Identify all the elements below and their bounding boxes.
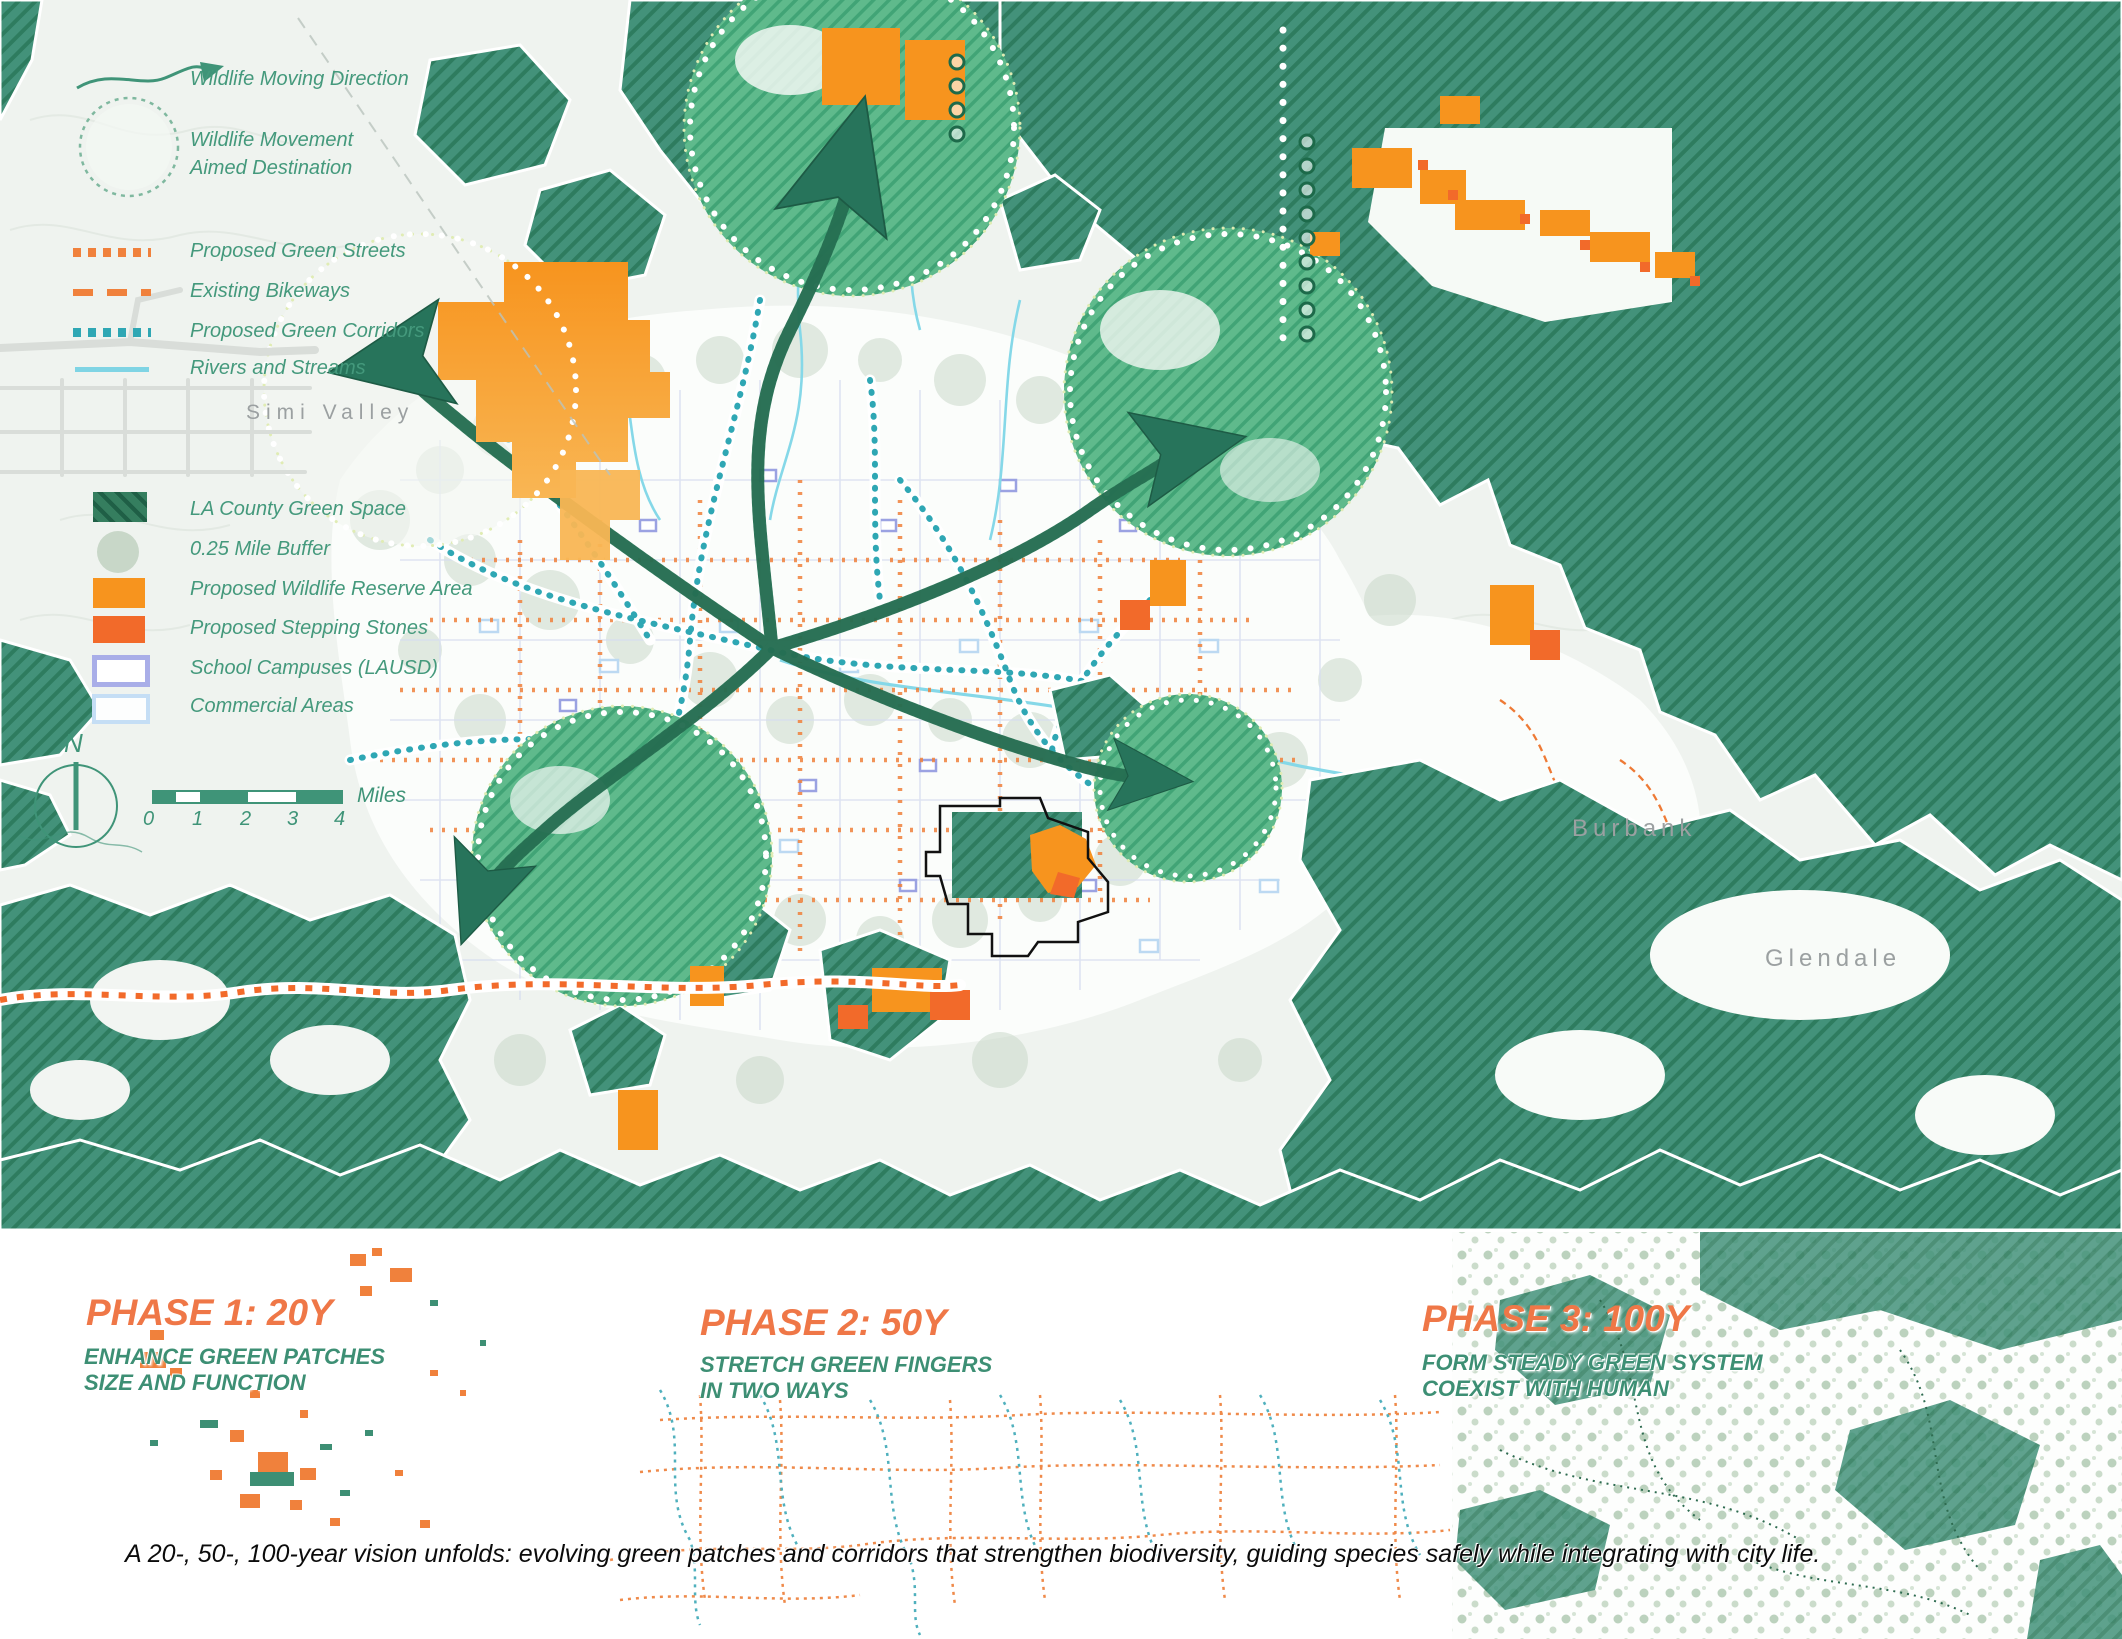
scale-tick-3: 3 <box>287 808 299 830</box>
north-arrow <box>19 762 143 853</box>
phase2-title: PHASE 2: 50Y <box>700 1302 947 1343</box>
phase3-subtitle: FORM STEADY GREEN SYSTEM COEXIST WITH HU… <box>1422 1350 1763 1402</box>
scale-tick-0: 0 <box>143 808 155 830</box>
arrow-southwest <box>453 834 538 947</box>
dotted-trails <box>0 26 1316 1006</box>
downtown-core <box>924 796 1110 958</box>
legend-wildlife-direction-label: Wildlife Moving Direction <box>190 68 409 90</box>
destination-circle-right <box>1062 226 1394 558</box>
legend-reserve-label: Proposed Wildlife Reserve Area <box>190 578 473 600</box>
boundary-dashed-line <box>297 17 611 476</box>
commercial-swatch <box>92 694 150 724</box>
phase2-subtitle: STRETCH GREEN FINGERS IN TWO WAYS <box>700 1352 992 1404</box>
arrow-west <box>326 297 459 405</box>
legend-wildlife-destination-line1: Wildlife Movement <box>190 129 354 151</box>
label-burbank: Burbank <box>1572 815 1697 842</box>
direction-arrow-swatch <box>76 65 209 90</box>
reserve-swatch <box>93 578 145 608</box>
legend-green-corridors-label: Proposed Green Corridors <box>190 320 425 342</box>
scale-bar <box>152 790 343 804</box>
phase3-minimap <box>1452 1232 2122 1639</box>
simi-valley-roads <box>0 287 319 477</box>
north-label: N <box>64 728 83 758</box>
green-streets-swatch <box>73 248 151 257</box>
bikeways-swatch <box>73 289 151 296</box>
destination-ring-left <box>261 231 579 549</box>
school-swatch <box>92 655 150 687</box>
phase2-subtitle-line2: IN TWO WAYS <box>700 1378 849 1403</box>
label-glendale: Glendale <box>1765 945 1902 972</box>
legend-green-space-label: LA County Green Space <box>190 498 407 520</box>
phase1-title: PHASE 1: 20Y <box>86 1292 333 1333</box>
green-corridors-swatch <box>73 328 151 337</box>
phase1-subtitle: ENHANCE GREEN PATCHES SIZE AND FUNCTION <box>84 1344 385 1396</box>
phase1-subtitle-line1: ENHANCE GREEN PATCHES <box>84 1344 386 1369</box>
scale-unit-label: Miles <box>357 784 407 807</box>
phase2-subtitle-line1: STRETCH GREEN FINGERS <box>700 1352 993 1377</box>
legend-wildlife-destination-label: Wildlife Movement Aimed Destination <box>190 126 353 182</box>
scale-tick-2: 2 <box>240 808 252 830</box>
scale-tick-4: 4 <box>334 808 346 830</box>
phase3-subtitle-line2: COEXIST WITH HUMAN <box>1422 1376 1669 1401</box>
legend-bikeways-label: Existing Bikeways <box>190 280 351 302</box>
buffer-swatch <box>97 531 139 573</box>
stepping-stones-swatch <box>93 616 145 643</box>
forest-pockets <box>30 128 2055 1155</box>
legend-rivers-label: Rivers and Streams <box>190 357 366 379</box>
legend-school-label: School Campuses (LAUSD) <box>190 657 438 679</box>
green-space-swatch <box>93 492 147 522</box>
vision-caption: A 20-, 50-, 100-year vision unfolds: evo… <box>125 1540 1821 1568</box>
destination-circle-swatch <box>78 96 180 198</box>
legend-buffer-label: 0.25 Mile Buffer <box>190 538 331 560</box>
legend-green-streets-label: Proposed Green Streets <box>190 240 406 262</box>
legend-commercial-label: Commercial Areas <box>190 695 354 717</box>
destination-circle-bottom <box>470 704 774 1008</box>
scale-tick-1: 1 <box>192 808 204 830</box>
label-simi-valley: Simi Valley <box>246 401 415 424</box>
rivers-swatch <box>75 367 149 372</box>
phase3-title: PHASE 3: 100Y <box>1422 1298 1690 1339</box>
phase1-subtitle-line2: SIZE AND FUNCTION <box>84 1370 306 1395</box>
legend-wildlife-destination-line2: Aimed Destination <box>190 157 353 179</box>
legend-stepping-stones-label: Proposed Stepping Stones <box>190 617 428 639</box>
phase3-subtitle-line1: FORM STEADY GREEN SYSTEM <box>1422 1350 1763 1375</box>
arrow-southeast <box>1106 737 1195 812</box>
stepping-stones <box>1418 160 1700 286</box>
commercial-areas <box>478 618 1280 954</box>
wildlife-reserve-patches <box>438 28 1700 1150</box>
destination-circle-southeast <box>1092 692 1284 884</box>
wildlife-arrows <box>326 94 1248 947</box>
arrow-north <box>773 94 888 241</box>
legend-graphics <box>76 62 224 198</box>
arrow-east <box>1126 411 1248 509</box>
phase2-minimap <box>609 1389 1451 1636</box>
phase1-minimap <box>140 1248 486 1528</box>
